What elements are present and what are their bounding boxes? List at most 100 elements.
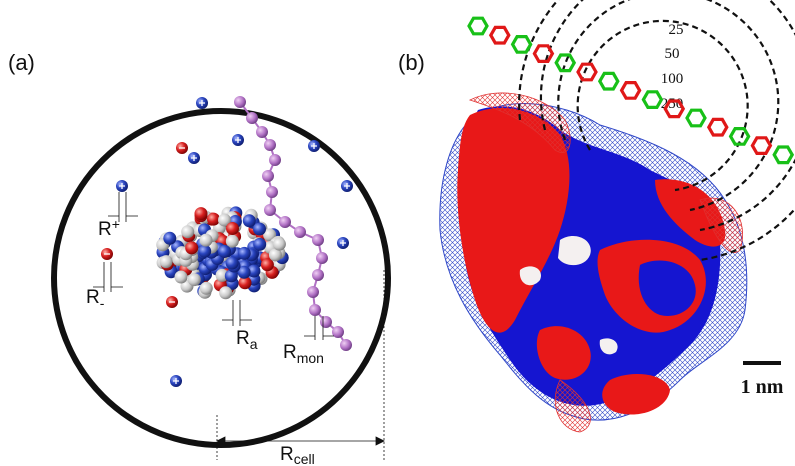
plus-sign (311, 143, 317, 149)
subscript: mon (297, 350, 324, 366)
atom (253, 237, 267, 251)
monomer (262, 170, 274, 182)
monomer-ring (597, 71, 620, 91)
atom (215, 268, 229, 282)
plus-sign (191, 155, 197, 161)
atom (218, 244, 231, 258)
monomer-ring (576, 62, 598, 82)
monomer (279, 216, 291, 228)
polyelectrolyte-chain (467, 16, 795, 165)
panel-label: (a) (8, 50, 35, 75)
cell-boundary (51, 108, 391, 448)
atom (159, 255, 173, 269)
ions (101, 97, 353, 387)
atom (242, 214, 256, 228)
monomer-ring (663, 99, 686, 119)
monomer (264, 139, 276, 151)
monomer (320, 316, 332, 328)
atom (199, 233, 213, 247)
monomer-ring (488, 25, 511, 45)
atom (237, 246, 251, 260)
monomer (246, 112, 258, 124)
plus-sign (173, 378, 179, 384)
monomer-ring (772, 145, 795, 165)
monomer-ring (510, 34, 533, 54)
atom (226, 222, 239, 235)
polymer-chain (234, 96, 352, 351)
atom (253, 222, 266, 236)
plus-sign (119, 183, 125, 189)
atom (185, 241, 199, 255)
protein-spheres (156, 206, 289, 300)
panel-label: (b) (398, 50, 425, 75)
atom (163, 231, 177, 245)
monomer (332, 326, 344, 338)
contour-label: 100 (661, 71, 684, 87)
symbol: R (280, 444, 294, 465)
symbol: R (98, 219, 112, 240)
subscript: a (250, 336, 258, 352)
atom (207, 212, 220, 226)
r-a-label: Ra (236, 328, 258, 352)
monomer-ring (619, 80, 642, 100)
monomer (312, 234, 324, 246)
atom (174, 270, 188, 284)
atom (218, 213, 231, 227)
monomer (269, 154, 281, 166)
atom (199, 281, 213, 295)
monomer-ring (641, 90, 664, 110)
monomer (307, 286, 319, 298)
monomer (266, 186, 278, 198)
scale-bar (743, 361, 781, 365)
subscript: + (112, 216, 120, 232)
atom (263, 228, 277, 242)
contour-lines (518, 0, 795, 262)
monomer-ring (467, 16, 489, 36)
subscript: - (100, 295, 105, 311)
atom (268, 248, 282, 262)
atom (237, 265, 251, 279)
r-cell-label: Rcell (280, 444, 315, 466)
r-plus-label: R+ (98, 216, 120, 240)
monomer (264, 204, 276, 216)
atom (198, 244, 212, 258)
monomer (256, 126, 268, 138)
r-mon-label: Rmon (283, 342, 324, 366)
plus-sign (344, 183, 350, 189)
atom (225, 234, 239, 248)
scale-label: 1 nm (741, 376, 784, 398)
atom (238, 276, 252, 290)
plus-sign (235, 137, 241, 143)
contour-label: 25 (669, 22, 684, 38)
monomer (309, 304, 321, 316)
monomer-ring (554, 53, 577, 73)
contour-label: 50 (665, 46, 680, 62)
monomer-ring (728, 127, 751, 146)
monomer-ring (706, 117, 729, 137)
monomer (234, 96, 246, 108)
atom (219, 286, 233, 300)
monomer-ring (532, 44, 555, 64)
symbol: R (283, 342, 297, 363)
plus-sign (340, 240, 346, 246)
atom (272, 237, 286, 251)
atom (247, 264, 261, 278)
monomer (312, 269, 324, 281)
monomer (294, 226, 306, 238)
monomer (316, 252, 328, 264)
atom (181, 225, 195, 239)
monomer (340, 339, 352, 351)
atom (225, 256, 239, 270)
r-minus-label: R- (86, 287, 105, 311)
protein-surface (439, 92, 748, 433)
monomer-ring (685, 108, 707, 128)
atom (260, 258, 274, 272)
atom (224, 269, 238, 283)
symbol: R (236, 328, 250, 349)
symbol: R (86, 287, 100, 308)
plus-sign (199, 100, 205, 106)
dimension-lines (93, 192, 385, 460)
subscript: cell (294, 451, 315, 466)
atom (194, 207, 208, 221)
